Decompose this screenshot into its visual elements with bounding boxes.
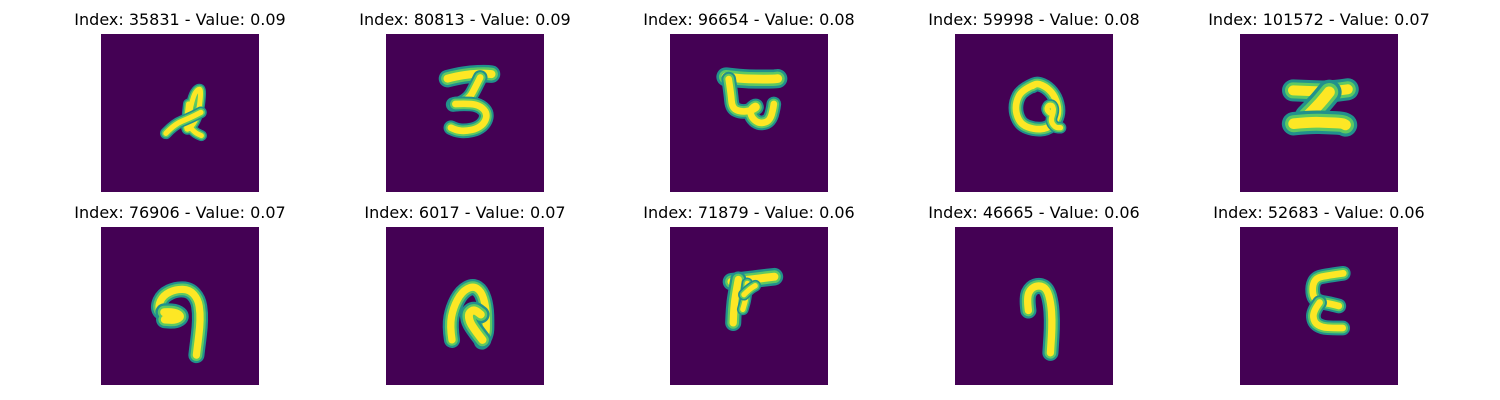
stroke-layer xyxy=(725,75,778,127)
character-image xyxy=(955,227,1113,385)
stroke-layer xyxy=(447,283,490,346)
stroke-layer xyxy=(1012,80,1062,133)
subplot-title: Index: 6017 - Value: 0.07 xyxy=(364,203,566,222)
glyph-stroke-1 xyxy=(1008,76,1066,137)
subplot-52683: Index: 52683 - Value: 0.06 xyxy=(1177,203,1461,393)
stroke-layer xyxy=(1288,116,1351,131)
glyph-stroke-4 xyxy=(738,279,762,301)
character-image xyxy=(386,227,544,385)
glyph-stroke-2 xyxy=(725,271,747,331)
glyph-stroke-1 xyxy=(1019,277,1060,361)
subplot-76906: Index: 76906 - Value: 0.07 xyxy=(38,203,322,393)
stroke-layer xyxy=(447,100,490,135)
stroke-layer xyxy=(729,275,742,327)
stroke-layer xyxy=(1310,299,1347,332)
glyph-stroke-3 xyxy=(443,96,494,139)
stroke-layer xyxy=(464,306,487,344)
subplot-title: Index: 59998 - Value: 0.08 xyxy=(928,10,1140,29)
glyph-stroke-2 xyxy=(155,303,189,329)
subplot-101572: Index: 101572 - Value: 0.07 xyxy=(1177,10,1461,200)
subplot-96654: Index: 96654 - Value: 0.08 xyxy=(607,10,891,200)
character-image xyxy=(386,34,544,192)
glyph-stroke-1 xyxy=(442,279,495,350)
glyph-stroke-2 xyxy=(721,71,782,131)
subplot-title: Index: 71879 - Value: 0.06 xyxy=(643,203,855,222)
character-image xyxy=(1240,34,1398,192)
glyph-stroke-1 xyxy=(716,67,788,89)
subplot-46665: Index: 46665 - Value: 0.06 xyxy=(892,203,1176,393)
stroke-layer xyxy=(1024,282,1056,357)
subplot-title: Index: 46665 - Value: 0.06 xyxy=(928,203,1140,222)
subplot-71879: Index: 71879 - Value: 0.06 xyxy=(607,203,891,393)
subplot-59998: Index: 59998 - Value: 0.08 xyxy=(892,10,1176,200)
subplot-title: Index: 52683 - Value: 0.06 xyxy=(1213,203,1425,222)
stroke-layer xyxy=(1044,102,1064,131)
subplot-title: Index: 80813 - Value: 0.09 xyxy=(359,10,571,29)
stroke-layer xyxy=(741,283,758,298)
subplot-title: Index: 76906 - Value: 0.07 xyxy=(74,203,286,222)
glyph-stroke-2 xyxy=(460,301,492,349)
subplot-title: Index: 96654 - Value: 0.08 xyxy=(643,10,855,29)
glyph-stroke-2 xyxy=(1306,295,1351,336)
image-background xyxy=(386,34,544,192)
subplot-6017: Index: 6017 - Value: 0.07 xyxy=(323,203,607,393)
character-image xyxy=(955,34,1113,192)
glyph-stroke-2 xyxy=(1041,99,1067,134)
character-image xyxy=(670,34,828,192)
subplot-80813: Index: 80813 - Value: 0.09 xyxy=(323,10,607,200)
image-background xyxy=(101,34,259,192)
image-background xyxy=(955,34,1113,192)
character-image xyxy=(101,34,259,192)
subplot-title: Index: 35831 - Value: 0.09 xyxy=(74,10,286,29)
glyph-stroke-2 xyxy=(160,106,207,140)
character-image xyxy=(1240,227,1398,385)
stroke-layer xyxy=(160,308,184,324)
stroke-layer xyxy=(163,109,204,136)
subplot-35831: Index: 35831 - Value: 0.09 xyxy=(38,10,322,200)
glyph-stroke-3 xyxy=(1281,110,1358,137)
subplot-title: Index: 101572 - Value: 0.07 xyxy=(1208,10,1430,29)
stroke-layer xyxy=(721,72,783,84)
character-image xyxy=(101,227,259,385)
character-image xyxy=(670,227,828,385)
